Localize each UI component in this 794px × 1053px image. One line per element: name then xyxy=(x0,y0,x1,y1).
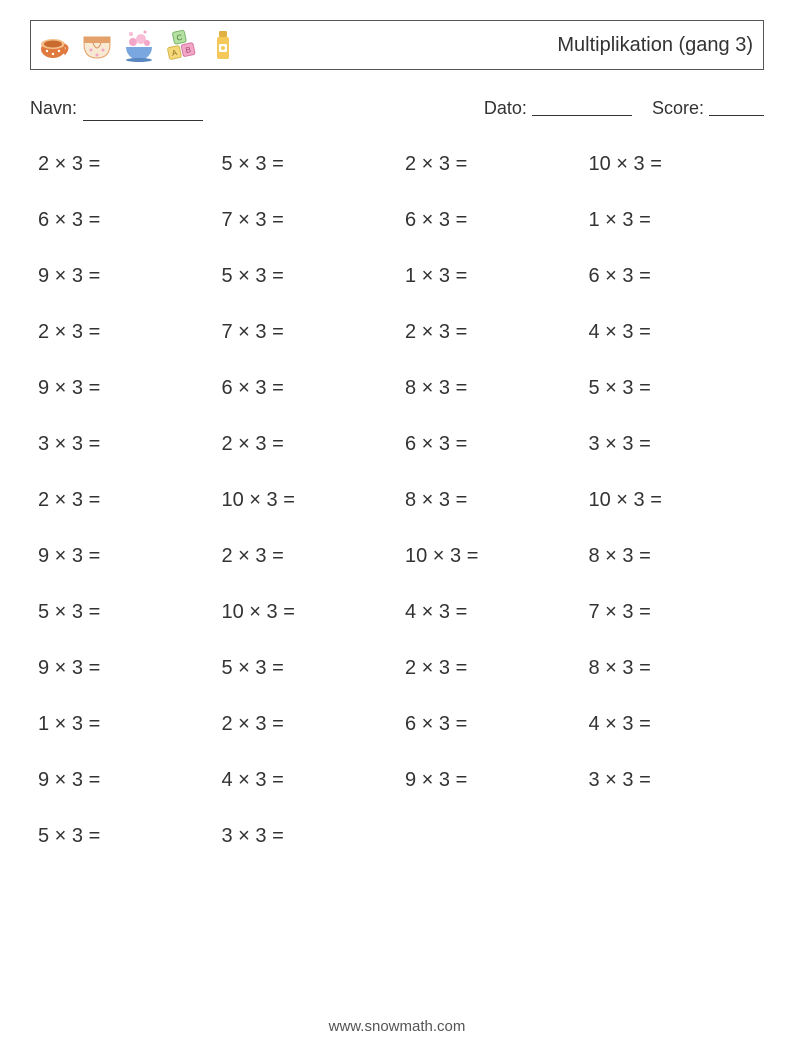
date-label: Dato: xyxy=(484,98,527,118)
score-field: Score: xyxy=(652,98,764,119)
problem-cell: 10 × 3 = xyxy=(581,489,765,512)
problem-cell: 6 × 3 = xyxy=(581,265,765,288)
worksheet-page: C A B Multiplikation (gang 3) xyxy=(0,0,794,1053)
worksheet-title: Multiplikation (gang 3) xyxy=(557,34,753,57)
problem-cell: 4 × 3 = xyxy=(397,601,581,624)
problem-cell: 6 × 3 = xyxy=(397,209,581,232)
problem-cell: 10 × 3 = xyxy=(397,545,581,568)
problem-cell: 6 × 3 = xyxy=(30,209,214,232)
problem-cell: 2 × 3 = xyxy=(30,489,214,512)
name-blank[interactable] xyxy=(83,100,203,121)
problem-cell: 7 × 3 = xyxy=(581,601,765,624)
problem-cell: 5 × 3 = xyxy=(214,153,398,176)
problem-cell: 1 × 3 = xyxy=(397,265,581,288)
info-row: Navn: Dato: Score: xyxy=(30,98,764,119)
problem-cell: 4 × 3 = xyxy=(214,769,398,792)
problem-cell: 9 × 3 = xyxy=(30,377,214,400)
date-field: Dato: xyxy=(484,98,632,119)
name-field: Navn: xyxy=(30,98,203,119)
problem-cell: 10 × 3 = xyxy=(214,601,398,624)
problem-cell: 7 × 3 = xyxy=(214,209,398,232)
problem-cell: 4 × 3 = xyxy=(581,713,765,736)
bubble-bowl-icon xyxy=(121,27,157,63)
name-label: Navn: xyxy=(30,98,77,119)
score-label: Score: xyxy=(652,98,704,118)
problem-cell: 2 × 3 = xyxy=(214,713,398,736)
problem-cell: 5 × 3 = xyxy=(214,657,398,680)
problems-grid: 2 × 3 =5 × 3 =2 × 3 =10 × 3 =6 × 3 =7 × … xyxy=(30,153,764,848)
problem-cell: 5 × 3 = xyxy=(30,825,214,848)
problem-cell: 3 × 3 = xyxy=(581,769,765,792)
blocks-icon: C A B xyxy=(163,27,199,63)
problem-cell: 5 × 3 = xyxy=(214,265,398,288)
problem-cell: 4 × 3 = xyxy=(581,321,765,344)
problem-cell: 3 × 3 = xyxy=(30,433,214,456)
problem-cell: 2 × 3 = xyxy=(397,657,581,680)
problem-cell: 2 × 3 = xyxy=(397,153,581,176)
problem-cell: 6 × 3 = xyxy=(397,433,581,456)
problem-cell: 6 × 3 = xyxy=(397,713,581,736)
problem-cell: 6 × 3 = xyxy=(214,377,398,400)
teacup-icon xyxy=(37,27,73,63)
problem-cell: 7 × 3 = xyxy=(214,321,398,344)
problem-cell: 10 × 3 = xyxy=(581,153,765,176)
problem-cell: 2 × 3 = xyxy=(214,545,398,568)
problem-cell: 1 × 3 = xyxy=(581,209,765,232)
problem-cell: 9 × 3 = xyxy=(30,657,214,680)
score-blank[interactable] xyxy=(709,115,764,116)
problem-cell: 2 × 3 = xyxy=(214,433,398,456)
problem-cell: 1 × 3 = xyxy=(30,713,214,736)
problem-cell: 2 × 3 = xyxy=(30,321,214,344)
problem-cell: 8 × 3 = xyxy=(581,545,765,568)
problem-cell: 2 × 3 = xyxy=(397,321,581,344)
problem-cell: 9 × 3 = xyxy=(30,769,214,792)
problem-cell: 8 × 3 = xyxy=(581,657,765,680)
lotion-tube-icon xyxy=(205,27,241,63)
diaper-icon xyxy=(79,27,115,63)
problem-cell: 8 × 3 = xyxy=(397,489,581,512)
problem-cell: 9 × 3 = xyxy=(397,769,581,792)
problem-cell: 5 × 3 = xyxy=(30,601,214,624)
footer-url: www.snowmath.com xyxy=(30,1018,764,1035)
problem-cell: 3 × 3 = xyxy=(581,433,765,456)
problem-cell: 10 × 3 = xyxy=(214,489,398,512)
header-box: C A B Multiplikation (gang 3) xyxy=(30,20,764,70)
problem-cell: 2 × 3 = xyxy=(30,153,214,176)
icon-strip: C A B xyxy=(37,27,241,63)
problem-cell: 9 × 3 = xyxy=(30,265,214,288)
problem-cell: 8 × 3 = xyxy=(397,377,581,400)
problem-cell: 5 × 3 = xyxy=(581,377,765,400)
problem-cell: 3 × 3 = xyxy=(214,825,398,848)
problem-cell: 9 × 3 = xyxy=(30,545,214,568)
date-blank[interactable] xyxy=(532,115,632,116)
